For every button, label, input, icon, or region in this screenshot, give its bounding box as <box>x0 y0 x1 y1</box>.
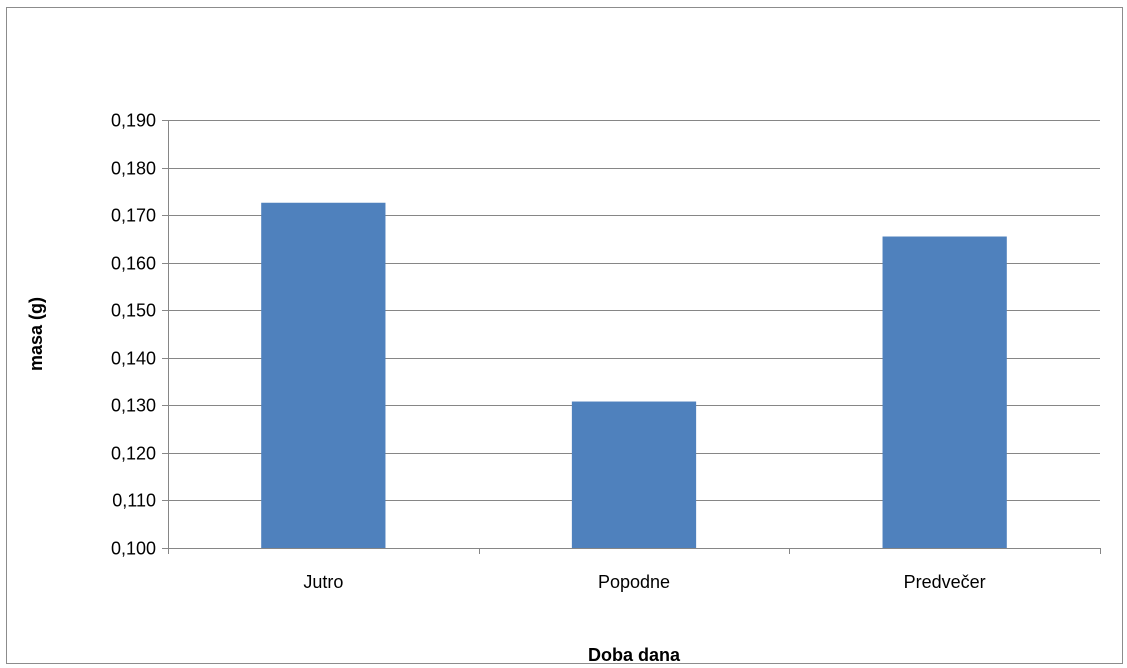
axes <box>162 120 1101 554</box>
x-tick-labels: Jutro Popodne Predvečer <box>303 572 985 592</box>
y-tick-label: 0,140 <box>111 349 156 369</box>
x-tick-label: Jutro <box>303 572 343 592</box>
y-tick-label: 0,170 <box>111 206 156 226</box>
y-axis-title: masa (g) <box>26 297 46 371</box>
x-tick-label: Predvečer <box>904 572 986 592</box>
x-tick-label: Popodne <box>598 572 670 592</box>
y-tick-label: 0,150 <box>111 301 156 321</box>
bar <box>882 236 1007 548</box>
y-tick-label: 0,110 <box>112 491 156 511</box>
bars <box>261 202 1007 548</box>
bar <box>571 401 697 548</box>
y-tick-label: 0,130 <box>111 396 156 416</box>
y-tick-label: 0,180 <box>111 159 156 179</box>
y-tick-label: 0,120 <box>111 444 156 464</box>
x-axis-title: Doba dana <box>588 645 681 665</box>
y-tick-labels: 0,100 0,110 0,120 0,130 0,140 0,150 0,160 0,170… <box>111 111 156 559</box>
y-tick-label: 0,160 <box>111 254 156 274</box>
bar <box>261 202 386 548</box>
y-tick-label: 0,100 <box>111 539 156 559</box>
y-tick-label: 0,190 <box>111 111 156 131</box>
